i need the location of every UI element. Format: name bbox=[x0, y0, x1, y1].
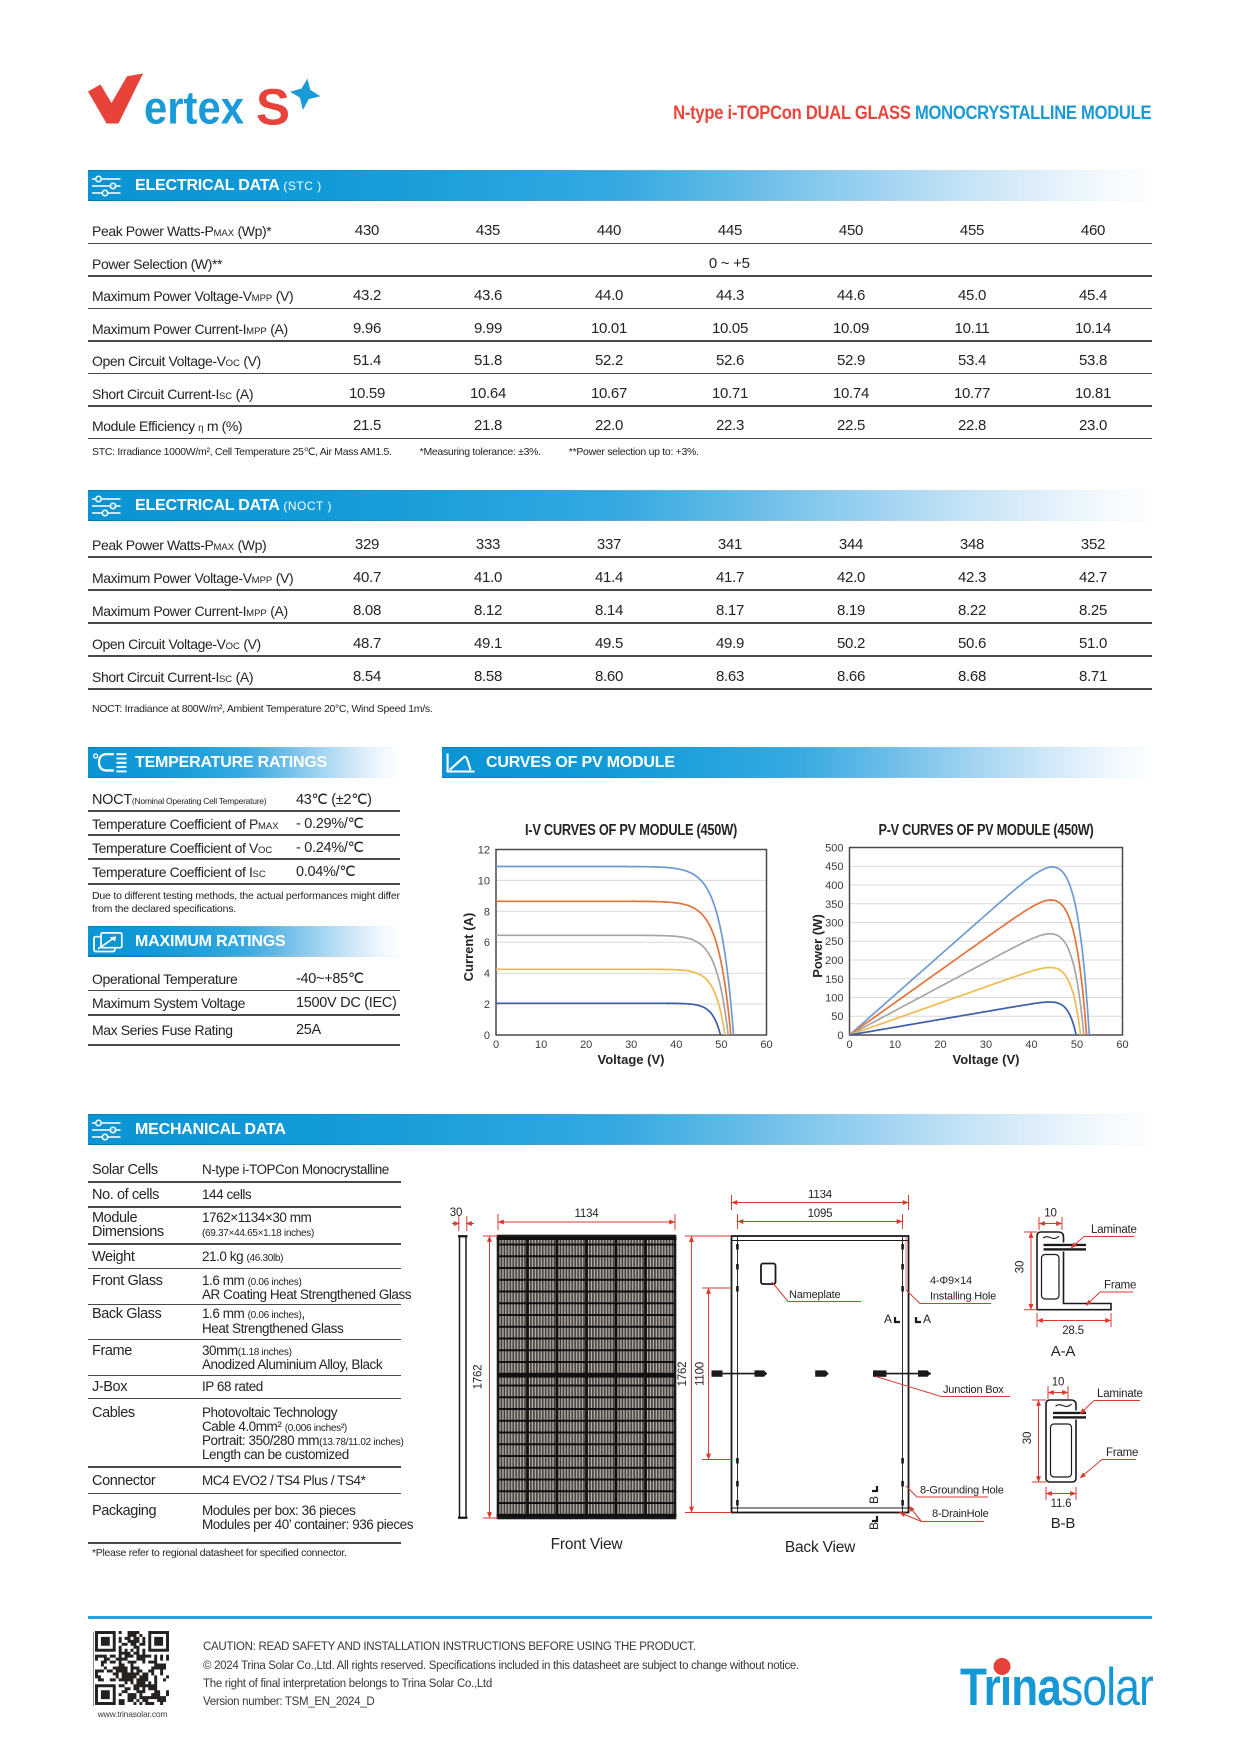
svg-text:ertex: ertex bbox=[144, 82, 244, 134]
svg-text:50: 50 bbox=[715, 1039, 727, 1051]
svg-text:20: 20 bbox=[934, 1039, 946, 1051]
svg-text:11.6: 11.6 bbox=[1051, 1498, 1072, 1510]
svg-text:6: 6 bbox=[484, 937, 490, 949]
svg-text:2: 2 bbox=[484, 999, 490, 1011]
svg-text:I-V CURVES OF PV MODULE (450W): I-V CURVES OF PV MODULE (450W) bbox=[525, 822, 737, 839]
svg-text:30: 30 bbox=[450, 1207, 462, 1219]
svg-text:10: 10 bbox=[535, 1039, 547, 1051]
svg-text:20: 20 bbox=[580, 1039, 592, 1051]
svg-text:0: 0 bbox=[493, 1039, 499, 1051]
svg-text:B-B: B-B bbox=[1051, 1515, 1076, 1532]
svg-text:10: 10 bbox=[478, 875, 490, 887]
svg-text:0: 0 bbox=[484, 1030, 490, 1042]
svg-text:A-A: A-A bbox=[1051, 1343, 1076, 1360]
svg-text:solar: solar bbox=[1061, 1658, 1153, 1715]
svg-text:Laminate: Laminate bbox=[1091, 1224, 1137, 1236]
svg-text:100: 100 bbox=[825, 993, 843, 1005]
svg-text:1134: 1134 bbox=[575, 1208, 600, 1220]
svg-text:4: 4 bbox=[484, 968, 490, 980]
svg-text:Frame: Frame bbox=[1104, 1280, 1136, 1292]
svg-text:A: A bbox=[923, 1312, 931, 1326]
svg-text:P-V CURVES OF PV MODULE (450W): P-V CURVES OF PV MODULE (450W) bbox=[879, 822, 1094, 839]
svg-text:1100: 1100 bbox=[695, 1362, 707, 1386]
svg-text:30: 30 bbox=[1022, 1432, 1034, 1444]
svg-text:0: 0 bbox=[846, 1039, 852, 1051]
svg-text:S: S bbox=[256, 79, 290, 136]
svg-text:B: B bbox=[867, 1496, 881, 1504]
svg-text:10: 10 bbox=[889, 1039, 901, 1051]
svg-text:200: 200 bbox=[825, 955, 843, 967]
svg-text:Voltage (V): Voltage (V) bbox=[953, 1052, 1020, 1067]
svg-text:8-DrainHole: 8-DrainHole bbox=[932, 1508, 989, 1520]
svg-text:Front View: Front View bbox=[551, 1536, 624, 1553]
svg-text:12: 12 bbox=[478, 845, 490, 857]
svg-text:Voltage (V): Voltage (V) bbox=[598, 1052, 665, 1067]
svg-text:50: 50 bbox=[1071, 1039, 1083, 1051]
svg-text:A: A bbox=[884, 1312, 892, 1326]
svg-text:8: 8 bbox=[484, 906, 490, 918]
svg-text:30: 30 bbox=[625, 1039, 637, 1051]
svg-text:1762: 1762 bbox=[473, 1365, 485, 1390]
svg-text:B: B bbox=[867, 1522, 881, 1530]
svg-text:1762: 1762 bbox=[677, 1362, 689, 1387]
svg-text:1134: 1134 bbox=[808, 1190, 833, 1201]
svg-text:60: 60 bbox=[760, 1039, 772, 1051]
svg-text:1095: 1095 bbox=[808, 1208, 833, 1220]
svg-text:50: 50 bbox=[831, 1011, 843, 1023]
svg-text:Installing Hole: Installing Hole bbox=[930, 1291, 996, 1303]
svg-text:4-Φ9×14: 4-Φ9×14 bbox=[930, 1275, 972, 1287]
svg-text:40: 40 bbox=[1025, 1039, 1037, 1051]
svg-text:Current (A): Current (A) bbox=[461, 913, 476, 982]
svg-text:10: 10 bbox=[1044, 1208, 1056, 1220]
svg-text:30: 30 bbox=[1015, 1261, 1027, 1273]
svg-text:Laminate: Laminate bbox=[1097, 1388, 1143, 1400]
svg-text:Power (W): Power (W) bbox=[810, 914, 825, 978]
svg-text:40: 40 bbox=[670, 1039, 682, 1051]
svg-text:300: 300 bbox=[825, 918, 843, 930]
svg-text:400: 400 bbox=[825, 880, 843, 892]
svg-text:10: 10 bbox=[1052, 1377, 1064, 1389]
svg-text:450: 450 bbox=[825, 861, 843, 873]
svg-text:Trına: Trına bbox=[960, 1658, 1062, 1715]
svg-text:30: 30 bbox=[980, 1039, 992, 1051]
svg-text:28.5: 28.5 bbox=[1062, 1325, 1084, 1337]
svg-text:8-Grounding Hole: 8-Grounding Hole bbox=[920, 1485, 1004, 1497]
svg-text:150: 150 bbox=[825, 974, 843, 986]
svg-text:350: 350 bbox=[825, 899, 843, 911]
svg-text:250: 250 bbox=[825, 936, 843, 948]
svg-text:Back View: Back View bbox=[785, 1539, 856, 1556]
svg-text:500: 500 bbox=[825, 843, 843, 855]
svg-text:Nameplate: Nameplate bbox=[789, 1289, 840, 1301]
svg-text:Junction Box: Junction Box bbox=[943, 1384, 1004, 1396]
svg-text:Frame: Frame bbox=[1106, 1447, 1138, 1459]
svg-text:60: 60 bbox=[1116, 1039, 1128, 1051]
svg-text:0: 0 bbox=[837, 1030, 843, 1042]
